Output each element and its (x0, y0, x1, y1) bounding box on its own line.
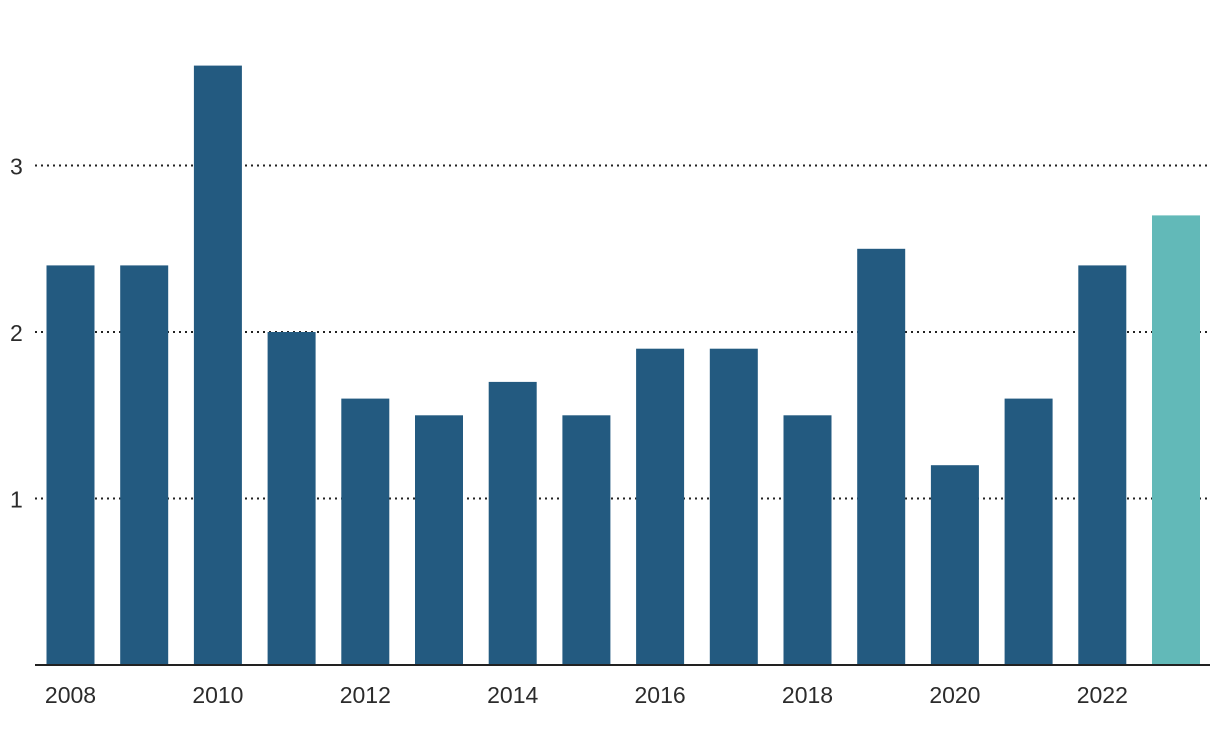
bar-2009 (120, 265, 169, 665)
x-axis-ticks: 2008 2010 2012 2014 2016 2018 2020 2022 (45, 682, 1128, 708)
bar-2008 (46, 265, 95, 665)
bar-2015 (562, 415, 611, 666)
x-tick-label-2016: 2016 (635, 682, 686, 708)
x-tick-label-2020: 2020 (929, 682, 980, 708)
bar-2011 (267, 332, 316, 665)
bar-2014 (488, 381, 537, 665)
bar-2020 (930, 465, 979, 665)
bar-2023 (1152, 215, 1200, 665)
y-axis-ticks: 1 2 3 (10, 154, 23, 513)
bar-2021 (1004, 398, 1053, 665)
bar-2022 (1078, 265, 1127, 665)
y-tick-label-3: 3 (10, 154, 23, 180)
bar-2010 (193, 65, 242, 666)
y-tick-label-1: 1 (10, 487, 23, 513)
y-tick-label-2: 2 (10, 320, 23, 346)
x-tick-label-2022: 2022 (1077, 682, 1128, 708)
bar-2019 (857, 248, 906, 666)
bar-2017 (709, 348, 758, 665)
x-tick-label-2010: 2010 (192, 682, 243, 708)
x-tick-label-2014: 2014 (487, 682, 538, 708)
bar-2012 (341, 398, 390, 665)
bar-2018 (783, 415, 832, 666)
x-tick-label-2018: 2018 (782, 682, 833, 708)
x-tick-label-2008: 2008 (45, 682, 96, 708)
x-tick-label-2012: 2012 (340, 682, 391, 708)
bars (46, 65, 1200, 666)
bar-2013 (415, 415, 463, 666)
bar-2016 (636, 348, 685, 665)
